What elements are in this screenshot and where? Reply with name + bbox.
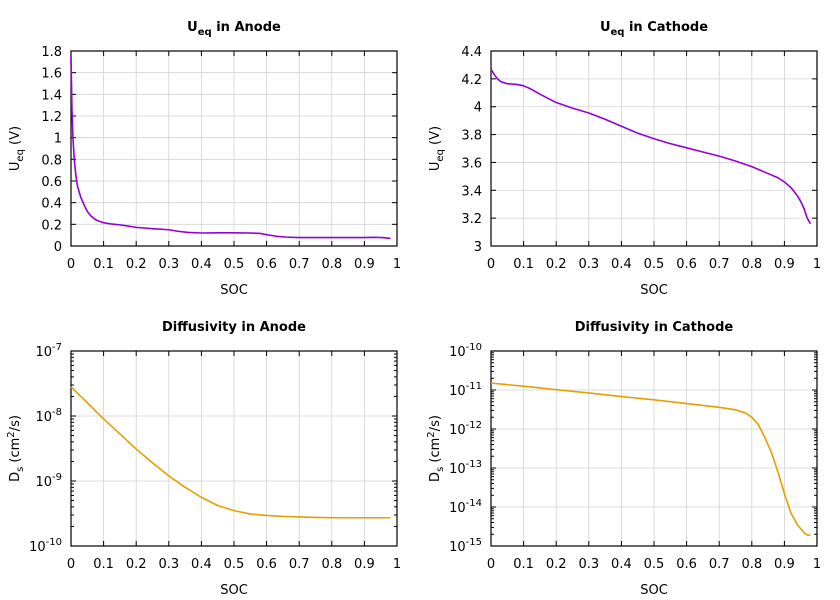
y-tick-label: 0.8 (41, 153, 62, 168)
y-tick-label: 1.8 (41, 45, 62, 60)
x-tick-label: 0.9 (354, 257, 375, 272)
x-tick-label: 0.6 (676, 557, 697, 572)
x-tick-label: 0.9 (774, 257, 795, 272)
x-tick-label: 0.5 (644, 257, 665, 272)
y-tick-label: 0.6 (41, 175, 62, 190)
series-line (490, 382, 811, 536)
x-tick-label: 0 (487, 257, 495, 272)
y-tick-label: 10-10 (29, 537, 62, 555)
x-tick-label: 0.4 (611, 257, 632, 272)
y-axis-label: Ueq (V) (428, 126, 446, 171)
y-tick-label: 10-9 (35, 472, 62, 490)
y-tick-label: 10-8 (35, 407, 62, 425)
chart-panel-4: 0 0.1 0.2 0.3 0.4 0.5 0.6 0.7 0.8 0.9 1 10-15 10-14 1… (426, 320, 821, 598)
x-tick-label: 0.8 (321, 557, 342, 572)
x-tick-label: 0.4 (611, 557, 632, 572)
y-axis-label: Ds (cm2/s) (6, 415, 26, 482)
x-tick-label: 0.1 (513, 257, 534, 272)
x-tick-label: 0.2 (546, 557, 567, 572)
x-tick-label: 0.1 (513, 557, 534, 572)
chart-title: Ueq in Anode (187, 20, 281, 38)
y-tick-label: 10-10 (449, 342, 482, 360)
y-tick-label: 3 (474, 240, 482, 255)
y-tick-label: 4.2 (461, 73, 482, 88)
x-tick-label: 0.7 (709, 257, 730, 272)
y-tick-label: 3.6 (461, 156, 482, 171)
x-tick-label: 0.7 (289, 557, 310, 572)
series-line (70, 386, 391, 519)
x-tick-label: 0.9 (354, 557, 375, 572)
x-axis-label: SOC (640, 583, 668, 598)
x-tick-label: 0.2 (126, 257, 147, 272)
y-tick-label: 0 (54, 240, 62, 255)
y-tick-label: 1.6 (41, 67, 62, 82)
x-tick-label: 0.9 (774, 557, 795, 572)
series-line (70, 56, 391, 240)
x-tick-label: 1 (813, 557, 821, 572)
x-axis-label: SOC (220, 583, 248, 598)
y-tick-label: 3.4 (461, 184, 482, 199)
y-tick-label: 0.2 (41, 218, 62, 233)
chart-panel-3: 0 0.1 0.2 0.3 0.4 0.5 0.6 0.7 0.8 0.9 1 10-10 10-9 10… (6, 320, 401, 598)
x-tick-label: 1 (393, 257, 401, 272)
chart-panel-1: 0 0.1 0.2 0.3 0.4 0.5 0.6 0.7 0.8 0.9 1 0 0.2 0.4 0.6 0… (8, 20, 401, 298)
x-tick-label: 0.6 (676, 257, 697, 272)
x-tick-label: 0.4 (191, 257, 212, 272)
y-tick-label: 4 (474, 101, 482, 116)
x-tick-label: 0.8 (741, 557, 762, 572)
x-tick-label: 0.1 (93, 257, 114, 272)
chart-title: Ueq in Cathode (600, 20, 708, 38)
x-tick-label: 0.5 (224, 557, 245, 572)
x-tick-label: 1 (813, 257, 821, 272)
x-tick-label: 0.2 (546, 257, 567, 272)
y-tick-label: 10-15 (449, 537, 482, 555)
y-tick-label: 4.4 (461, 45, 482, 60)
y-tick-label: 10-11 (449, 381, 482, 399)
x-tick-label: 0 (67, 557, 75, 572)
series-line (490, 68, 812, 225)
x-tick-label: 0.3 (578, 557, 599, 572)
plot-frame (490, 350, 818, 547)
x-tick-label: 0.3 (158, 257, 179, 272)
x-tick-label: 0.5 (644, 557, 665, 572)
x-tick-label: 0.3 (578, 257, 599, 272)
y-tick-label: 1 (54, 132, 62, 147)
y-tick-label: 1.2 (41, 110, 62, 125)
x-tick-label: 0.4 (191, 557, 212, 572)
x-tick-label: 0.1 (93, 557, 114, 572)
x-tick-label: 0.6 (256, 557, 277, 572)
plot-frame (70, 50, 398, 247)
plot-frame (70, 350, 398, 547)
x-tick-label: 1 (393, 557, 401, 572)
x-tick-label: 0 (487, 557, 495, 572)
x-tick-label: 0.8 (741, 257, 762, 272)
x-tick-label: 0.6 (256, 257, 277, 272)
y-tick-label: 3.2 (461, 212, 482, 227)
x-axis-label: SOC (640, 283, 668, 298)
x-tick-label: 0.5 (224, 257, 245, 272)
x-tick-label: 0.3 (158, 557, 179, 572)
x-axis-label: SOC (220, 283, 248, 298)
y-tick-label: 10-12 (449, 420, 482, 438)
x-tick-label: 0 (67, 257, 75, 272)
chart-title: Diffusivity in Anode (162, 320, 306, 335)
plot-frame (490, 50, 818, 247)
y-tick-label: 10-7 (35, 342, 62, 360)
x-tick-label: 0.2 (126, 557, 147, 572)
chart-title: Diffusivity in Cathode (575, 320, 734, 335)
y-tick-label: 1.4 (41, 88, 62, 103)
y-tick-label: 10-14 (449, 498, 482, 516)
x-tick-label: 0.7 (289, 257, 310, 272)
x-tick-label: 0.7 (709, 557, 730, 572)
chart-panel-2: 0 0.1 0.2 0.3 0.4 0.5 0.6 0.7 0.8 0.9 1 3 3.2 3.4 3.6 3… (428, 20, 821, 298)
y-tick-label: 0.4 (41, 197, 62, 212)
y-tick-label: 3.8 (461, 129, 482, 144)
y-axis-label: Ds (cm2/s) (426, 415, 446, 482)
y-tick-label: 10-13 (449, 459, 482, 477)
y-axis-label: Ueq (V) (8, 126, 26, 171)
x-tick-label: 0.8 (321, 257, 342, 272)
